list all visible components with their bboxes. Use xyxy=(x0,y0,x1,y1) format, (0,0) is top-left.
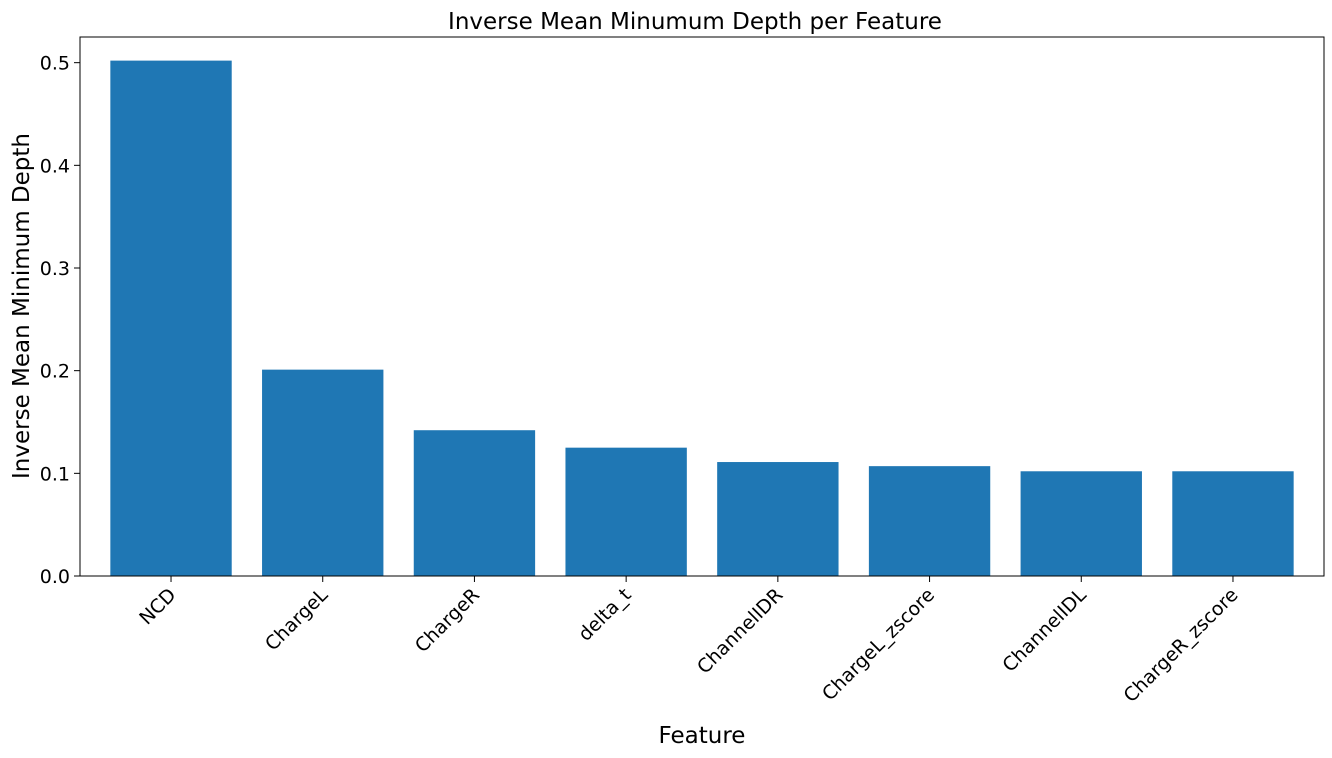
bar-chargel xyxy=(262,369,384,576)
y-tick-label: 0.0 xyxy=(40,566,70,588)
y-axis-label: Inverse Mean Minimum Depth xyxy=(9,133,35,479)
bar-chargel-zscore xyxy=(868,466,991,576)
x-tick-label: ChargeR_zscore xyxy=(1120,584,1243,707)
bar-delta-t xyxy=(565,447,687,576)
x-tick-label: delta_t xyxy=(574,584,636,646)
chart-title: Inverse Mean Minumum Depth per Feature xyxy=(448,9,942,35)
x-axis: NCD ChargeL ChargeR delta_t ChannelIDR Charge… xyxy=(135,576,1243,707)
x-tick-label: ChargeR xyxy=(411,584,484,657)
bar-channelidr xyxy=(717,462,839,576)
x-tick-label: ChargeL xyxy=(261,584,333,656)
x-axis-label: Feature xyxy=(659,723,746,749)
y-tick-label: 0.1 xyxy=(40,463,70,485)
bars-group xyxy=(110,60,1294,576)
x-tick-label: ChannelIDL xyxy=(998,584,1091,677)
y-tick-label: 0.3 xyxy=(40,258,70,280)
y-tick-label: 0.4 xyxy=(40,155,70,177)
x-tick-label: ChannelIDR xyxy=(693,584,787,678)
x-tick-label: ChargeL_zscore xyxy=(818,584,939,705)
bar-ncd xyxy=(110,60,232,576)
plot-frame xyxy=(79,36,1325,577)
y-tick-label: 0.5 xyxy=(40,53,70,75)
y-axis: 0.0 0.1 0.2 0.3 0.4 0.5 xyxy=(40,53,80,588)
bar-channelidl xyxy=(1020,471,1142,576)
bar-charger xyxy=(413,430,536,576)
y-tick-label: 0.2 xyxy=(40,361,70,383)
bar-charger-zscore xyxy=(1172,471,1294,576)
x-tick-label: NCD xyxy=(135,584,180,629)
